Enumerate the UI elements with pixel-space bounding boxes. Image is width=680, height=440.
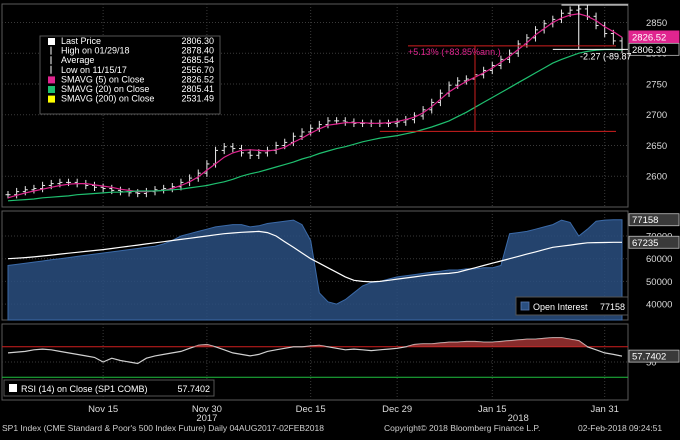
measure-annotation: +5.13% (+83.85%ann.) (408, 47, 501, 57)
price-legend-box (39, 35, 221, 115)
x-tick-label: Nov 30 (192, 404, 222, 415)
legend-swatch (48, 76, 55, 84)
legend-label: SMAVG (20) on Close (61, 84, 149, 94)
legend-label: Low on 11/15/17 (61, 65, 127, 75)
legend-swatch (48, 38, 55, 45)
legend-value: 2826.52 (181, 74, 214, 84)
footer-bar: SP1 Index (CME Standard & Poor's 500 Ind… (0, 421, 680, 435)
legend-label: Average (61, 55, 94, 65)
oi-legend-value: 77158 (600, 302, 625, 312)
legend-label: SMAVG (5) on Close (61, 74, 144, 84)
price-tag (628, 213, 680, 227)
rsi-overbought-fill (8, 337, 622, 347)
y-tick-label: 60000 (646, 254, 672, 265)
x-tick-label: Jan 31 (590, 404, 619, 415)
legend-value: 2556.70 (181, 65, 214, 75)
y-tick-label: 2650 (646, 141, 667, 152)
x-tick-label: Dec 29 (382, 404, 412, 415)
x-tick-label: Jan 15 (478, 404, 507, 415)
legend-swatch (48, 95, 55, 103)
x-tick-label: Nov 15 (88, 404, 118, 415)
legend-label: Last Price (61, 36, 101, 46)
legend-value: 2806.30 (181, 36, 214, 46)
open-interest-area (7, 219, 623, 321)
legend-label: SMAVG (200) on Close (61, 94, 154, 104)
y-tick-label: 2700 (646, 110, 667, 121)
smavg-5-line (7, 13, 623, 199)
y-tick-label: 2850 (646, 18, 667, 29)
x-year-label: 2017 (196, 413, 217, 424)
price-tag-label: 57.7402 (632, 352, 666, 363)
smavg-20-line (7, 48, 623, 202)
x-tick-label: Dec 15 (296, 404, 326, 415)
legend-label: High on 01/29/18 (61, 46, 130, 56)
y-tick-label: 50000 (646, 277, 672, 288)
open-interest-average-line (7, 230, 622, 283)
legend-value: 2531.49 (181, 94, 214, 104)
y-tick-label: 40000 (646, 300, 672, 311)
y-tick-label: 2750 (646, 79, 667, 90)
oi-legend-swatch (520, 301, 530, 311)
price-tag (628, 235, 680, 249)
rsi-legend-value: 57.7402 (177, 384, 210, 394)
legend-swatch (48, 86, 55, 93)
drop-annotation: -2.27 (-89.87 (580, 51, 632, 61)
oi-legend-label: Open Interest (533, 302, 588, 312)
price-tag (628, 349, 680, 363)
footer-security: SP1 Index (CME Standard & Poor's 500 Ind… (2, 423, 324, 433)
price-tag-label: 67235 (632, 238, 658, 249)
rsi-legend-label: RSI (14) on Close (SP1 COMB) (21, 384, 148, 394)
rsi-legend-swatch (9, 384, 17, 392)
x-year-label: 2018 (508, 413, 529, 424)
y-tick-label: 50 (646, 358, 657, 369)
legend-value: 2685.54 (181, 55, 214, 65)
price-tag (628, 30, 680, 44)
y-tick-label: 2600 (646, 172, 667, 183)
legend-value: 2878.40 (181, 46, 214, 56)
price-tag-label: 2806.30 (632, 45, 666, 56)
price-tag-label: 2826.52 (632, 32, 666, 43)
footer-timestamp: 02-Feb-2018 09:24:51 (578, 423, 663, 433)
rsi-legend-box (3, 379, 215, 397)
legend-value: 2805.41 (181, 84, 214, 94)
price-tag (628, 42, 680, 56)
price-tag-label: 77158 (632, 215, 658, 226)
footer-copyright: Copyright© 2018 Bloomberg Finance L.P. (384, 423, 541, 433)
oi-legend-box (515, 296, 629, 316)
